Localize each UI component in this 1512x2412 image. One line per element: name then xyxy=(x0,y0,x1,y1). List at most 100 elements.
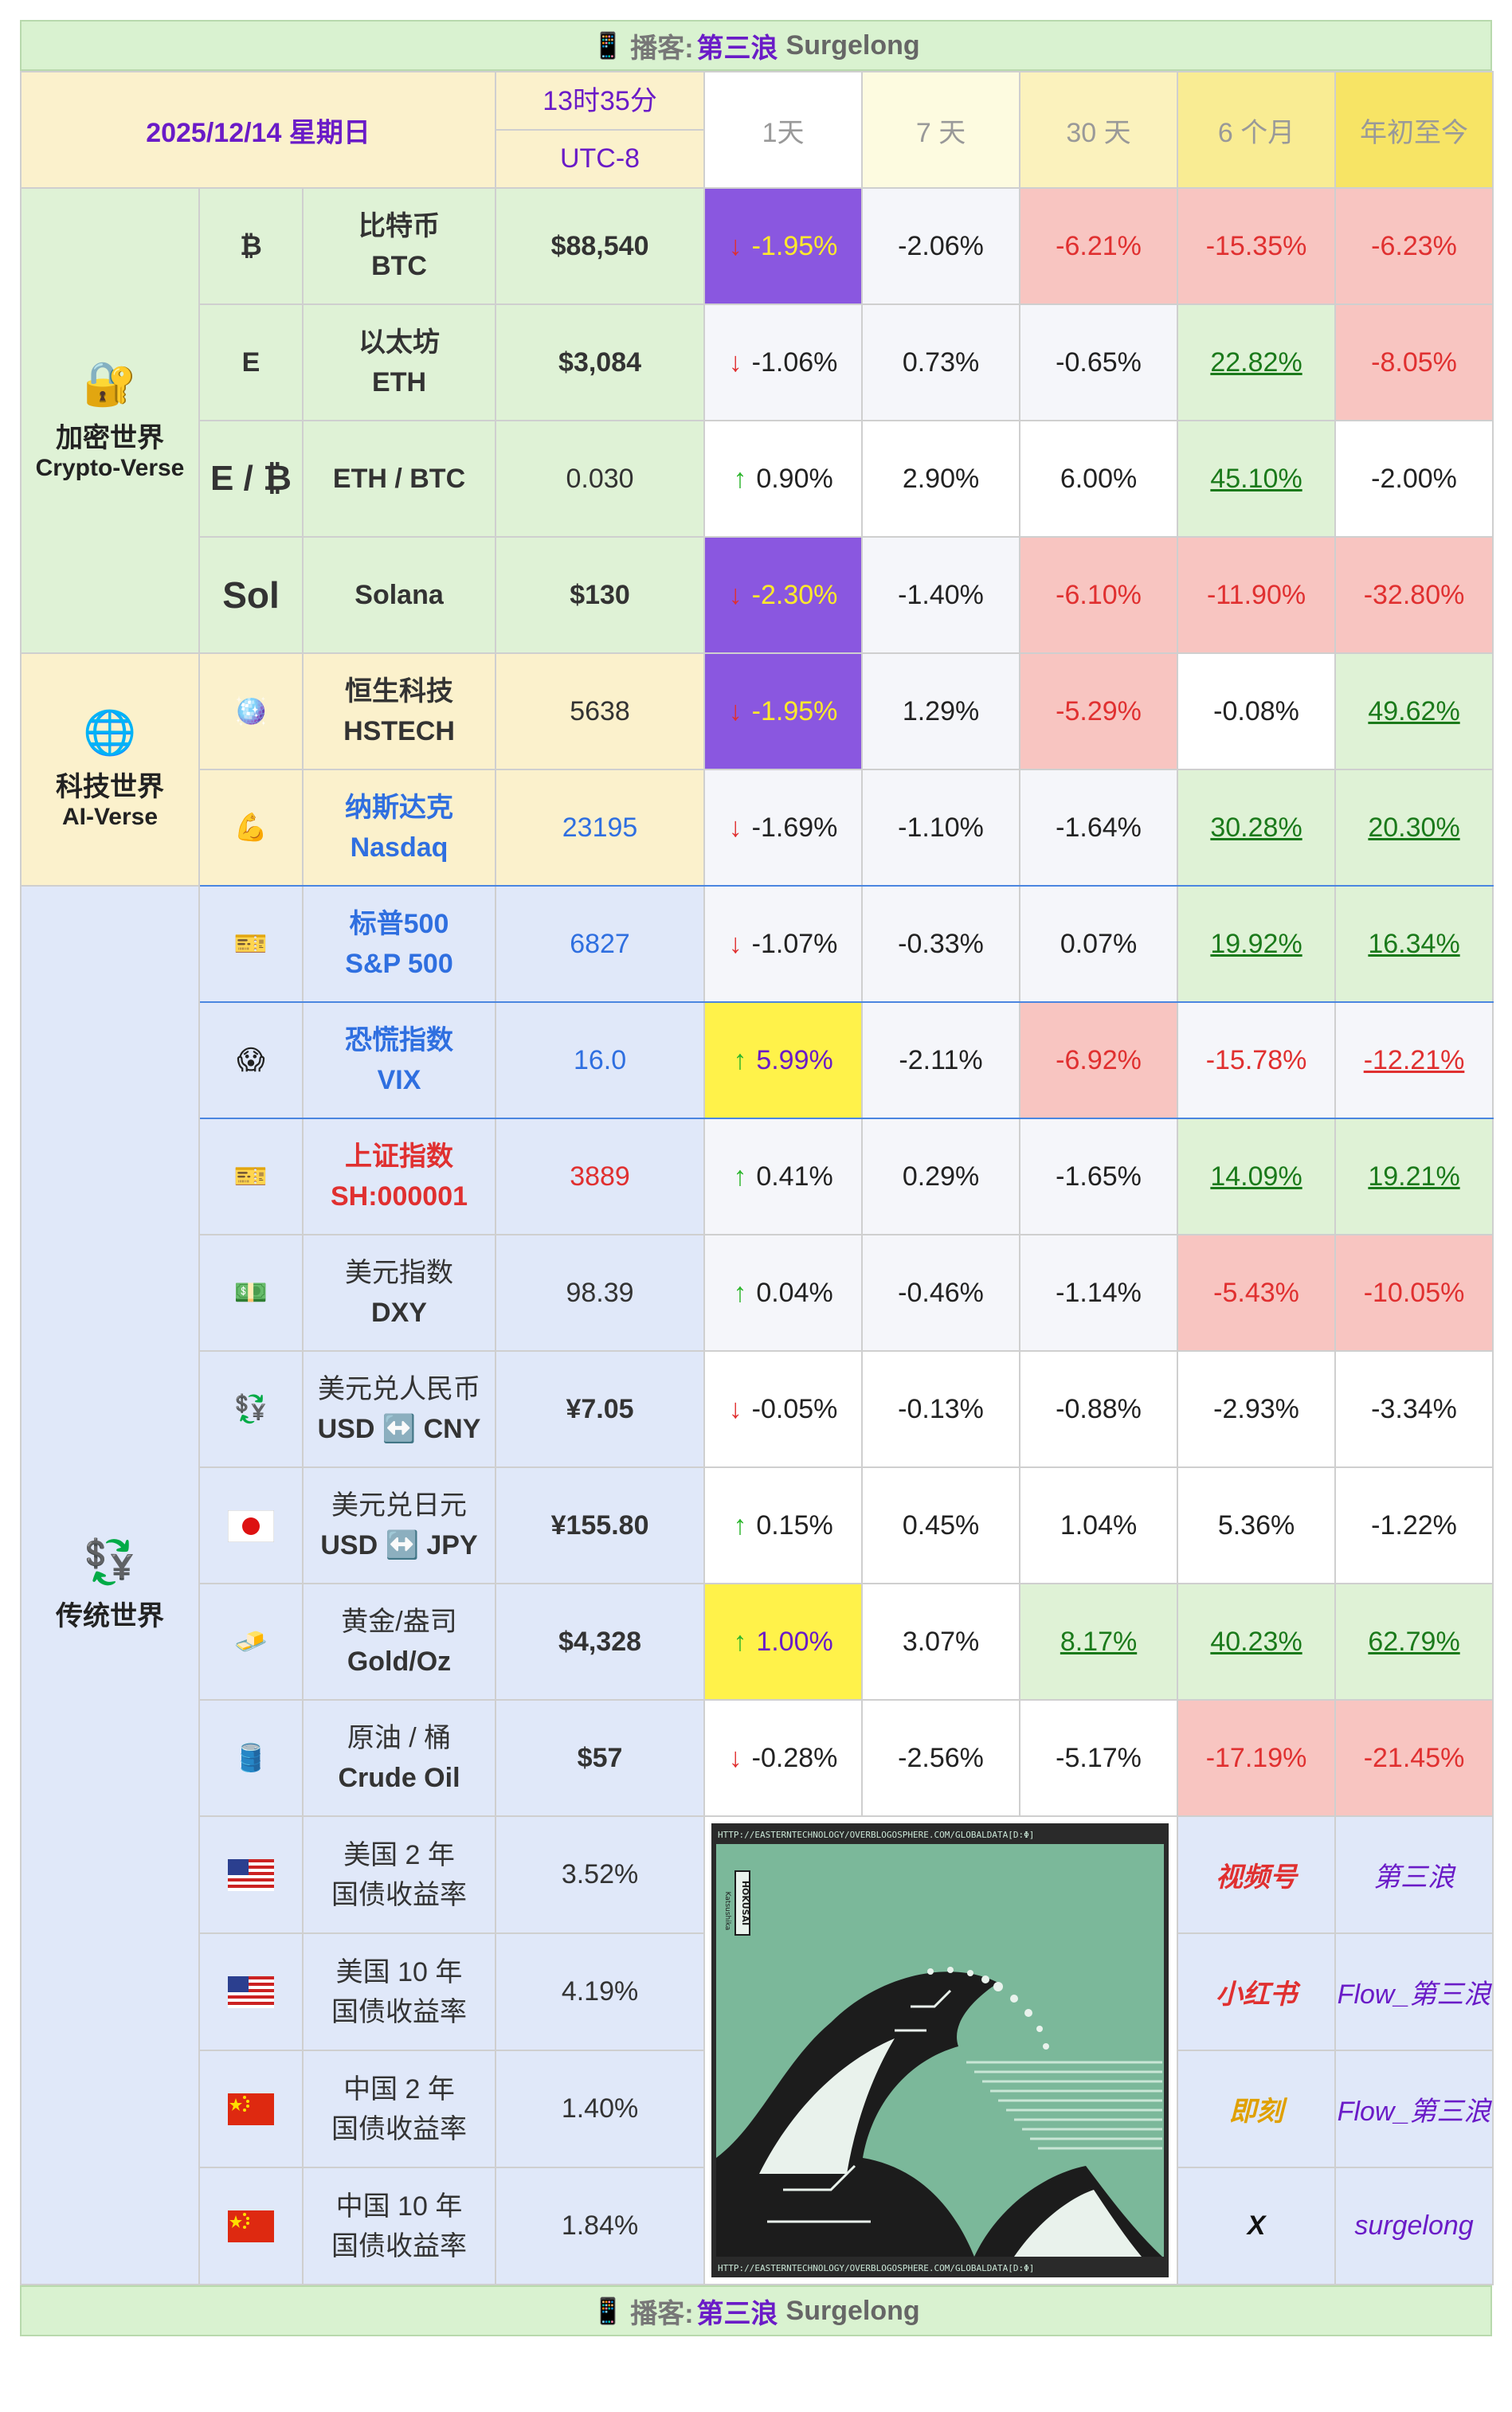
change-6m: 14.09% xyxy=(1177,1118,1337,1235)
change-ytd: 49.62% xyxy=(1334,652,1494,770)
change-6m: -11.90% xyxy=(1177,536,1337,654)
market-table: 2025/12/14 星期日 13时35分 UTC-8 1天 7 天 30 天 … xyxy=(19,71,1494,2285)
podcast-name-en: Surgelong xyxy=(785,2295,920,2326)
period-7d: 7 天 xyxy=(861,71,1021,189)
change-30d: 6.00% xyxy=(1019,420,1179,538)
japan-flag-icon xyxy=(198,1466,304,1584)
social-platform: X xyxy=(1177,2167,1337,2285)
row-bond-cn2y: 中国 2 年国债收益率 1.40% 即刻 Flow_第三浪 xyxy=(21,2050,1494,2168)
change-7d: 1.29% xyxy=(861,652,1021,770)
asset-price: 16.0 xyxy=(495,1001,706,1119)
row-dxy: 💵 美元指数 DXY 98.39 ↑ 0.04% -0.46% -1.14% -5.… xyxy=(21,1234,1494,1352)
eth-btc-icon: E / ₿ xyxy=(198,420,304,538)
change-7d: -2.11% xyxy=(861,1001,1021,1119)
change-1d: ↑ 0.90% xyxy=(703,420,864,538)
svg-text:Katsushika: Katsushika xyxy=(723,1892,731,1931)
row-vix: 😱 恐慌指数 VIX 16.0 ↑ 5.99% -2.11% -6.92% -15.… xyxy=(21,1001,1494,1119)
change-30d: -0.65% xyxy=(1019,303,1179,421)
change-30d: -5.17% xyxy=(1019,1699,1179,1817)
change-ytd: -2.00% xyxy=(1334,420,1494,538)
change-6m: 5.36% xyxy=(1177,1466,1337,1584)
change-1d: ↑ 5.99% xyxy=(703,1001,864,1119)
arrow-down-icon: ↓ xyxy=(728,579,742,610)
asset-price: 3889 xyxy=(495,1118,706,1235)
podcast-name-zh: 第三浪 xyxy=(696,33,778,64)
globe-icon: 🌐 xyxy=(83,709,137,757)
social-platform: 小红书 xyxy=(1177,1932,1337,2051)
asset-price: 5638 xyxy=(495,652,706,770)
change-1d: ↓ -0.05% xyxy=(703,1350,864,1468)
change-ytd: 19.21% xyxy=(1334,1118,1494,1235)
arrow-down-icon: ↓ xyxy=(728,928,742,959)
asset-name: Solana xyxy=(301,536,497,654)
change-30d: -1.65% xyxy=(1019,1118,1179,1235)
row-oil: 🛢️ 原油 / 桶 Crude Oil $57 ↓ -0.28% -2.56% -5… xyxy=(21,1699,1494,1817)
time-label: 13时35分 xyxy=(543,86,657,116)
bitcoin-icon: ₿ xyxy=(198,187,304,305)
change-30d: -6.21% xyxy=(1019,187,1179,305)
change-30d: -1.14% xyxy=(1019,1234,1179,1352)
bond-name: 中国 2 年国债收益率 xyxy=(301,2050,497,2168)
asset-price: 98.39 xyxy=(495,1234,706,1352)
change-1d: ↓ -0.28% xyxy=(703,1699,864,1817)
asset-name: ETH / BTC xyxy=(301,420,497,538)
arrow-up-icon: ↑ xyxy=(733,1044,747,1075)
group-trad: 💱 传统世界 xyxy=(20,885,200,2285)
row-nasdaq: 💪 纳斯达克 Nasdaq 23195 ↓ -1.69% -1.10% -1.64%… xyxy=(21,769,1494,887)
change-1d: ↑ 0.15% xyxy=(703,1466,864,1584)
currency-exchange-icon: 💱 xyxy=(198,1350,304,1468)
social-handle: Flow_第三浪 xyxy=(1334,2050,1494,2168)
change-ytd: 16.34% xyxy=(1334,885,1494,1003)
change-7d: -1.10% xyxy=(861,769,1021,887)
change-30d: 1.04% xyxy=(1019,1466,1179,1584)
screaming-face-icon: 😱 xyxy=(198,1001,304,1119)
bond-yield: 1.84% xyxy=(495,2167,706,2285)
row-spx: 💱 传统世界 🎫 标普500 S&P 500 6827 ↓ -1.07% -0.33… xyxy=(20,885,1494,2285)
social-handle: 第三浪 xyxy=(1334,1815,1494,1934)
china-flag-icon xyxy=(198,2167,304,2285)
arrow-up-icon: ↑ xyxy=(733,1509,747,1541)
change-ytd: -3.34% xyxy=(1334,1350,1494,1468)
change-6m: -15.78% xyxy=(1177,1001,1337,1119)
asset-price: $4,328 xyxy=(495,1583,706,1701)
change-1d: ↓ -1.95% xyxy=(703,652,864,770)
change-ytd: 62.79% xyxy=(1334,1583,1494,1701)
group-crypto-en: Crypto-Verse xyxy=(35,455,185,481)
asset-price: $88,540 xyxy=(495,187,706,305)
row-sse: 🎫 上证指数 SH:000001 3889 ↑ 0.41% 0.29% -1.65%… xyxy=(21,1118,1494,1235)
change-ytd: -8.05% xyxy=(1334,303,1494,421)
date-label: 2025/12/14 星期日 xyxy=(19,71,497,189)
change-1d: ↑ 0.41% xyxy=(703,1118,864,1235)
bond-name: 中国 10 年国债收益率 xyxy=(301,2167,497,2285)
dashboard: 📱 播客: 第三浪 Surgelong 2025/12/14 星期日 13时35… xyxy=(19,20,1494,2336)
change-30d: 0.07% xyxy=(1019,885,1179,1003)
change-6m: -2.93% xyxy=(1177,1350,1337,1468)
change-ytd: 20.30% xyxy=(1334,769,1494,887)
asset-name: 美元兑人民币 USD ↔️ CNY xyxy=(301,1350,497,1468)
change-ytd: -10.05% xyxy=(1334,1234,1494,1352)
change-30d: -5.29% xyxy=(1019,652,1179,770)
arrow-up-icon: ↑ xyxy=(733,1277,747,1308)
asset-name: 纳斯达克 Nasdaq xyxy=(301,769,497,887)
change-7d: -2.56% xyxy=(861,1699,1021,1817)
social-handle: surgelong xyxy=(1334,2167,1494,2285)
row-eth: E 以太坊 ETH $3,084 ↓ -1.06% 0.73% -0.65% 22.… xyxy=(21,303,1494,421)
change-1d: ↓ -2.30% xyxy=(703,536,864,654)
row-gold: 🧈 黄金/盎司 Gold/Oz $4,328 ↑ 1.00% 3.07% 8.17%… xyxy=(21,1583,1494,1701)
bond-yield: 4.19% xyxy=(495,1932,706,2051)
row-bond-us2y: 美国 2 年国债收益率 3.52% HTTP://EASTERNTECHNOLO… xyxy=(21,1815,1494,2285)
bond-yield: 3.52% xyxy=(495,1815,706,1934)
time-cell: 13时35分 UTC-8 xyxy=(495,71,706,189)
change-1d: ↑ 1.00% xyxy=(703,1583,864,1701)
change-7d: -2.06% xyxy=(861,187,1021,305)
row-hstech: 🌐 科技世界 AI-Verse 🪩 恒生科技 HSTECH 5638 ↓ -1.95… xyxy=(20,652,1494,887)
change-30d: -6.10% xyxy=(1019,536,1179,654)
change-6m: -15.35% xyxy=(1177,187,1337,305)
oil-drum-icon: 🛢️ xyxy=(198,1699,304,1817)
change-7d: -0.13% xyxy=(861,1350,1021,1468)
change-1d: ↑ 0.04% xyxy=(703,1234,864,1352)
asset-name: 恐慌指数 VIX xyxy=(301,1001,497,1119)
ticket-icon: 🎫 xyxy=(198,1118,304,1235)
change-7d: 2.90% xyxy=(861,420,1021,538)
change-7d: 0.45% xyxy=(861,1466,1021,1584)
